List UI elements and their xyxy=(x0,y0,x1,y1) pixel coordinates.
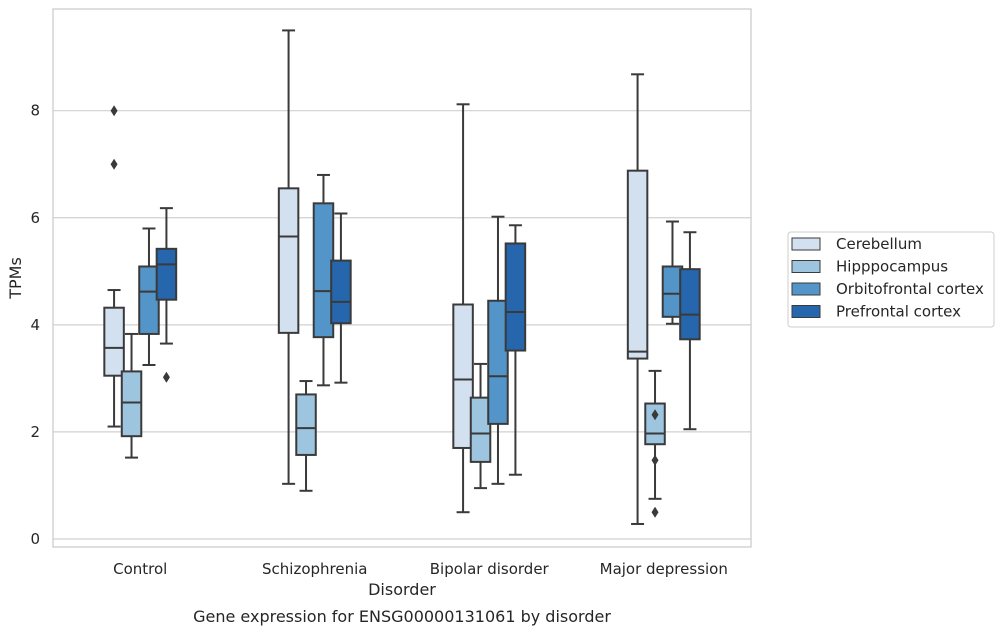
y-tick-label: 8 xyxy=(30,102,40,120)
plot-frame xyxy=(52,8,752,548)
legend-frame xyxy=(787,231,995,328)
box-hipppocampus xyxy=(469,362,492,490)
legend-label: Orbitofrontal cortex xyxy=(836,280,984,298)
box-cerebellum xyxy=(277,29,300,485)
box-orbitofrontal-cortex xyxy=(661,220,684,325)
box-prefrontal-cortex xyxy=(504,224,527,476)
box-cerebellum xyxy=(103,105,125,428)
box-prefrontal-cortex xyxy=(330,212,352,384)
box-iqr xyxy=(504,242,527,352)
box-series xyxy=(103,29,701,525)
box-iqr xyxy=(120,370,143,438)
legend-label: Prefrontal cortex xyxy=(836,303,961,321)
y-tick-label: 4 xyxy=(30,316,40,334)
x-tick-label: Major depression xyxy=(600,560,728,578)
outlier-point xyxy=(162,371,170,383)
legend-swatch xyxy=(791,237,821,251)
y-tick-label: 6 xyxy=(30,209,40,227)
box-prefrontal-cortex xyxy=(155,207,178,383)
outlier-point xyxy=(651,506,659,518)
y-tick-label: 2 xyxy=(30,423,40,441)
x-tick-label: Schizophrenia xyxy=(262,560,367,578)
outlier-point xyxy=(651,409,659,421)
x-axis-label: Disorder xyxy=(368,580,436,599)
box-hipppocampus xyxy=(644,369,666,518)
box-hipppocampus xyxy=(295,380,317,492)
box-iqr xyxy=(330,259,352,325)
box-iqr xyxy=(469,396,492,463)
box-iqr xyxy=(155,247,178,301)
legend-label: Cerebellum xyxy=(836,235,922,253)
box-iqr xyxy=(103,306,125,377)
box-iqr xyxy=(295,393,317,456)
box-iqr xyxy=(626,169,649,360)
box-hipppocampus xyxy=(120,332,143,459)
x-tick-label: Control xyxy=(113,560,167,578)
legend-swatch xyxy=(791,282,821,296)
outlier-point xyxy=(110,105,118,117)
box-orbitofrontal-cortex xyxy=(487,215,509,485)
outlier-point xyxy=(651,454,659,466)
box-iqr xyxy=(452,303,474,449)
legend: Cerebellum Hipppocampus Orbitofrontal cort… xyxy=(787,231,995,328)
figure-caption: Gene expression for ENSG00000131061 by d… xyxy=(193,607,611,626)
box-iqr xyxy=(487,299,509,425)
legend-swatch xyxy=(791,305,821,318)
y-axis-ticks: 0 2 4 6 8 xyxy=(30,102,40,548)
x-tick-label: Bipolar disorder xyxy=(430,560,550,578)
box-cerebellum xyxy=(452,103,474,514)
legend-swatch xyxy=(791,260,821,273)
x-axis-ticks: Control Schizophrenia Bipolar disorder Majo… xyxy=(113,560,728,578)
legend-label: Hipppocampus xyxy=(836,258,948,276)
outlier-point xyxy=(110,158,118,170)
box-iqr xyxy=(679,268,701,341)
y-tick-label: 0 xyxy=(30,530,40,548)
y-axis-label: TPMs xyxy=(6,257,25,300)
box-iqr xyxy=(277,187,300,334)
box-prefrontal-cortex xyxy=(679,231,701,431)
box-cerebellum xyxy=(626,73,649,525)
